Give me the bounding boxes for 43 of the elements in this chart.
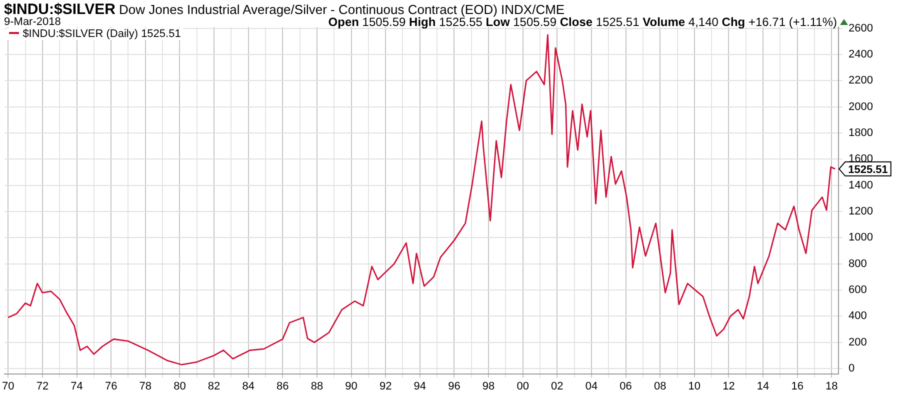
legend-label: $INDU:$SILVER (Daily) 1525.51 [6,28,183,40]
y-tick-label: 600 [848,284,867,296]
x-tick-label: 90 [345,380,358,392]
y-tick-label: 1400 [848,179,874,192]
x-tick-label: 16 [791,380,804,392]
x-tick-label: 78 [139,380,152,392]
x-tick-label: 08 [654,380,666,392]
y-tick-label: 2600 [848,22,874,34]
y-tick-label: 1200 [848,206,874,218]
y-tick-label: 400 [848,310,867,322]
y-tick-label: 0 [848,362,855,375]
x-tick-label: 10 [688,380,701,392]
x-tick-label: 02 [551,380,564,392]
x-tick-label: 82 [208,380,220,392]
y-tick-label: 200 [848,336,867,348]
y-tick-label: 2400 [848,48,874,61]
y-tick-label: 1800 [848,127,874,140]
x-tick-label: 72 [36,380,49,392]
x-tick-label: 04 [585,380,598,392]
x-tick-label: 18 [826,380,838,392]
y-tick-label: 800 [848,258,867,270]
x-tick-label: 94 [414,380,426,392]
x-tick-label: 96 [448,380,460,392]
x-tick-label: 14 [756,380,770,392]
x-tick-label: 70 [2,380,14,392]
x-tick-label: 74 [70,380,83,392]
x-tick-label: 92 [379,380,392,392]
annotation: 9-Mar-2018 [4,16,61,28]
y-tick-label: 2200 [848,74,874,87]
x-tick-label: 98 [482,380,495,392]
x-tick-label: 12 [722,380,735,392]
x-tick-label: 86 [276,380,289,392]
x-tick-label: 80 [174,380,186,392]
x-tick-label: 84 [242,380,254,392]
x-tick-label: 06 [620,380,632,392]
y-tick-label: 1000 [848,232,874,244]
chart-title: $INDU:$SILVER [4,1,116,18]
x-tick-label: 00 [516,380,529,392]
chart-subtitle: Dow Jones Industrial Average/Silver - Continuous Contract (EOD) INDX/CME [119,2,565,17]
y-tick-label: 2000 [848,100,874,113]
x-tick-label: 88 [310,380,324,392]
annotation: 1525.51 [848,164,888,176]
x-tick-label: 76 [104,380,118,392]
